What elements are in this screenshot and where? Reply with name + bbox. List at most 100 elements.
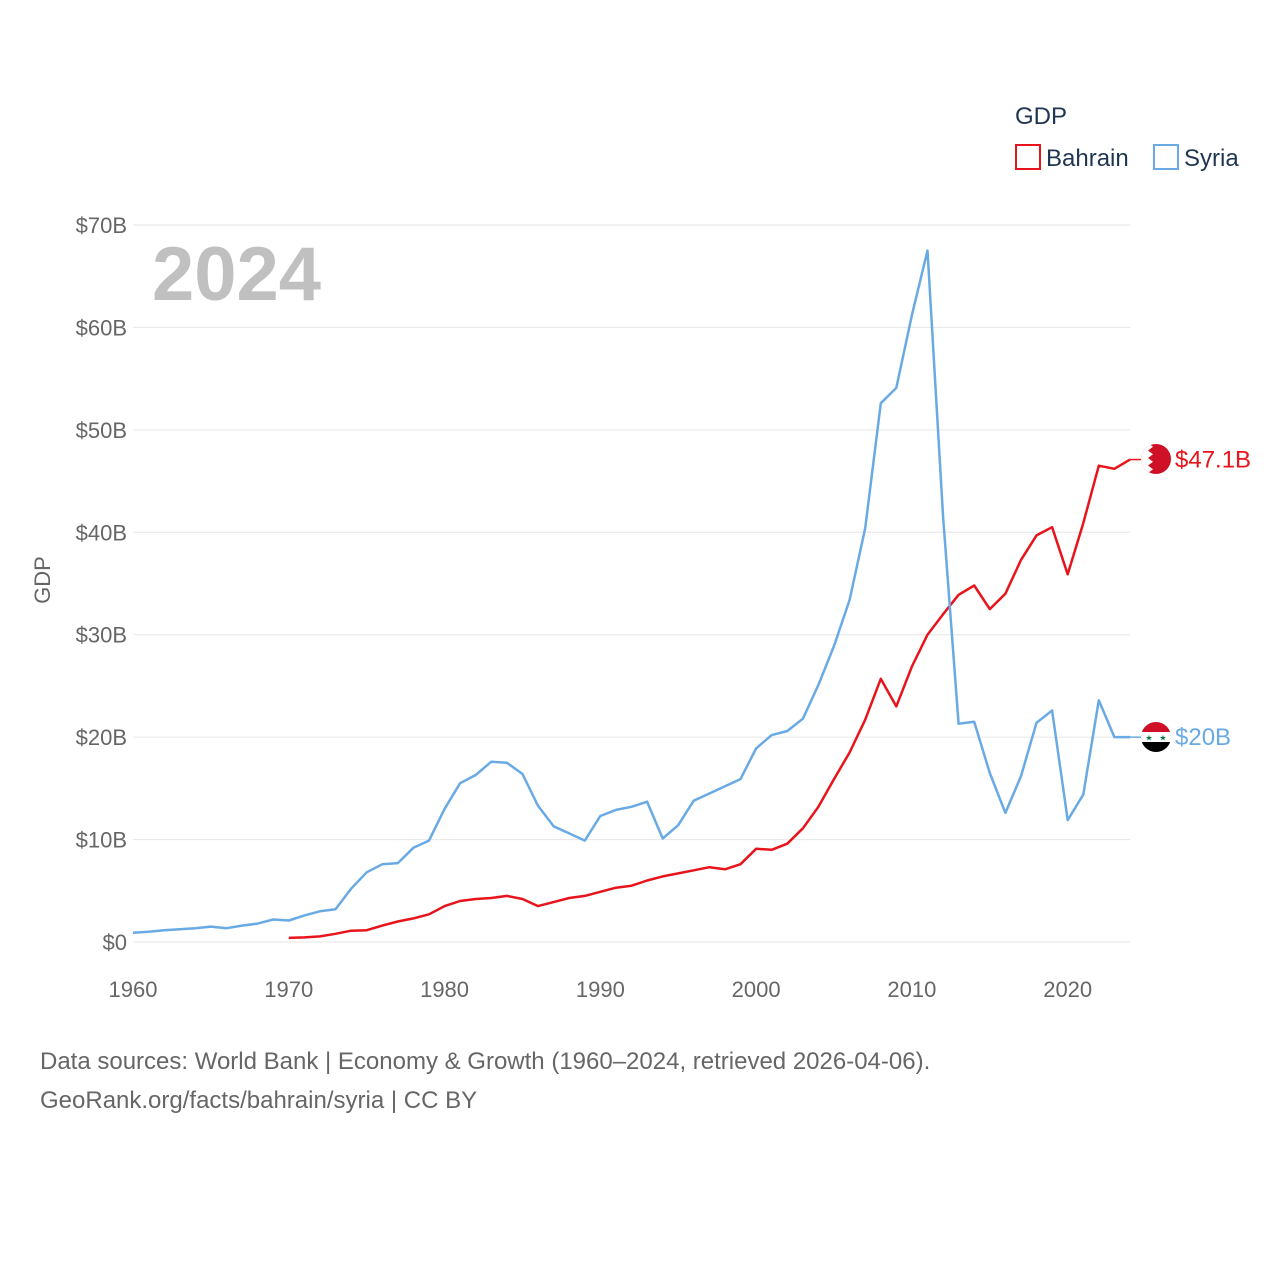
data-point-syria[interactable] bbox=[860, 523, 870, 533]
data-point-bahrain[interactable] bbox=[549, 897, 559, 907]
data-point-bahrain[interactable] bbox=[736, 859, 746, 869]
data-point-syria[interactable] bbox=[1016, 771, 1026, 781]
data-point-syria[interactable] bbox=[190, 923, 200, 933]
data-point-syria[interactable] bbox=[751, 743, 761, 753]
data-point-syria[interactable] bbox=[595, 811, 605, 821]
data-point-bahrain[interactable] bbox=[1047, 522, 1057, 532]
data-point-bahrain[interactable] bbox=[813, 802, 823, 812]
data-point-syria[interactable] bbox=[1000, 808, 1010, 818]
data-point-syria[interactable] bbox=[362, 867, 372, 877]
data-point-bahrain[interactable] bbox=[393, 917, 403, 927]
data-point-bahrain[interactable] bbox=[829, 774, 839, 784]
data-point-bahrain[interactable] bbox=[689, 865, 699, 875]
data-point-syria[interactable] bbox=[221, 923, 231, 933]
data-point-bahrain[interactable] bbox=[517, 894, 527, 904]
data-point-bahrain[interactable] bbox=[954, 590, 964, 600]
data-point-syria[interactable] bbox=[907, 310, 917, 320]
data-point-bahrain[interactable] bbox=[876, 674, 886, 684]
data-point-syria[interactable] bbox=[813, 680, 823, 690]
data-point-bahrain[interactable] bbox=[580, 891, 590, 901]
data-point-bahrain[interactable] bbox=[767, 845, 777, 855]
data-point-syria[interactable] bbox=[331, 904, 341, 914]
data-point-bahrain[interactable] bbox=[673, 868, 683, 878]
data-point-bahrain[interactable] bbox=[331, 929, 341, 939]
data-point-syria[interactable] bbox=[767, 730, 777, 740]
data-point-bahrain[interactable] bbox=[564, 893, 574, 903]
data-point-syria[interactable] bbox=[377, 859, 387, 869]
data-point-bahrain[interactable] bbox=[782, 839, 792, 849]
data-point-bahrain[interactable] bbox=[424, 909, 434, 919]
data-point-syria[interactable] bbox=[175, 924, 185, 934]
data-point-syria[interactable] bbox=[408, 843, 418, 853]
data-point-bahrain[interactable] bbox=[1094, 461, 1104, 471]
legend[interactable]: GDP Bahrain Syria bbox=[1015, 103, 1239, 172]
data-point-bahrain[interactable] bbox=[922, 630, 932, 640]
data-point-syria[interactable] bbox=[658, 834, 668, 844]
data-point-bahrain[interactable] bbox=[362, 925, 372, 935]
data-point-syria[interactable] bbox=[891, 383, 901, 393]
data-point-syria[interactable] bbox=[471, 770, 481, 780]
data-point-syria[interactable] bbox=[393, 858, 403, 868]
data-point-syria[interactable] bbox=[704, 788, 714, 798]
data-point-syria[interactable] bbox=[1032, 718, 1042, 728]
data-point-syria[interactable] bbox=[440, 804, 450, 814]
data-point-syria[interactable] bbox=[736, 774, 746, 784]
data-point-syria[interactable] bbox=[237, 921, 247, 931]
data-point-syria[interactable] bbox=[455, 778, 465, 788]
series-line-bahrain[interactable] bbox=[288, 458, 1131, 940]
data-point-syria[interactable] bbox=[1094, 695, 1104, 705]
data-point-bahrain[interactable] bbox=[751, 844, 761, 854]
data-point-bahrain[interactable] bbox=[502, 891, 512, 901]
data-point-bahrain[interactable] bbox=[658, 871, 668, 881]
data-point-bahrain[interactable] bbox=[611, 883, 621, 893]
data-point-bahrain[interactable] bbox=[486, 893, 496, 903]
data-point-syria[interactable] bbox=[627, 802, 637, 812]
data-point-bahrain[interactable] bbox=[1016, 555, 1026, 565]
data-point-bahrain[interactable] bbox=[299, 932, 309, 942]
legend-item-bahrain[interactable]: Bahrain bbox=[1015, 144, 1129, 172]
data-point-syria[interactable] bbox=[486, 757, 496, 767]
data-point-bahrain[interactable] bbox=[346, 926, 356, 936]
data-point-syria[interactable] bbox=[517, 769, 527, 779]
data-point-syria[interactable] bbox=[346, 884, 356, 894]
data-point-bahrain[interactable] bbox=[860, 715, 870, 725]
data-point-syria[interactable] bbox=[829, 641, 839, 651]
data-point-bahrain[interactable] bbox=[627, 881, 637, 891]
data-point-syria[interactable] bbox=[299, 910, 309, 920]
data-point-syria[interactable] bbox=[128, 928, 138, 938]
data-point-bahrain[interactable] bbox=[969, 581, 979, 591]
data-point-bahrain[interactable] bbox=[642, 876, 652, 886]
data-point-syria[interactable] bbox=[206, 922, 216, 932]
data-point-syria[interactable] bbox=[720, 781, 730, 791]
data-point-bahrain[interactable] bbox=[533, 901, 543, 911]
data-point-bahrain[interactable] bbox=[284, 933, 294, 943]
data-point-syria[interactable] bbox=[673, 820, 683, 830]
data-point-syria[interactable] bbox=[253, 919, 263, 929]
data-point-syria[interactable] bbox=[642, 797, 652, 807]
data-point-syria[interactable] bbox=[564, 828, 574, 838]
data-point-syria[interactable] bbox=[268, 914, 278, 924]
data-point-bahrain[interactable] bbox=[440, 901, 450, 911]
data-point-syria[interactable] bbox=[424, 836, 434, 846]
data-point-bahrain[interactable] bbox=[891, 701, 901, 711]
data-point-syria[interactable] bbox=[1047, 706, 1057, 716]
data-point-bahrain[interactable] bbox=[1109, 464, 1119, 474]
data-point-bahrain[interactable] bbox=[455, 896, 465, 906]
data-point-bahrain[interactable] bbox=[315, 931, 325, 941]
data-point-bahrain[interactable] bbox=[985, 604, 995, 614]
data-point-syria[interactable] bbox=[798, 714, 808, 724]
data-point-syria[interactable] bbox=[611, 805, 621, 815]
data-point-syria[interactable] bbox=[502, 758, 512, 768]
data-point-syria[interactable] bbox=[689, 796, 699, 806]
data-point-bahrain[interactable] bbox=[798, 823, 808, 833]
data-point-bahrain[interactable] bbox=[845, 748, 855, 758]
data-point-bahrain[interactable] bbox=[1032, 530, 1042, 540]
data-point-syria[interactable] bbox=[876, 398, 886, 408]
data-point-bahrain[interactable] bbox=[907, 661, 917, 671]
data-point-syria[interactable] bbox=[315, 906, 325, 916]
data-point-syria[interactable] bbox=[922, 246, 932, 256]
data-point-syria[interactable] bbox=[533, 801, 543, 811]
data-point-bahrain[interactable] bbox=[720, 864, 730, 874]
data-point-syria[interactable] bbox=[159, 925, 169, 935]
data-point-bahrain[interactable] bbox=[1078, 518, 1088, 528]
